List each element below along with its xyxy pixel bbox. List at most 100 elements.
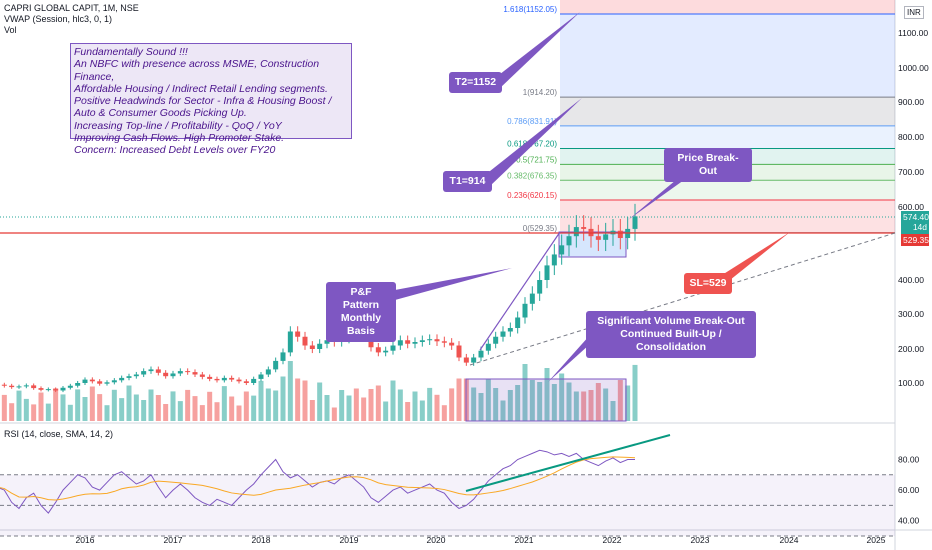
volume-bar (185, 389, 191, 421)
volume-bar (515, 385, 521, 421)
fib-zone (560, 14, 895, 98)
volume-bar (31, 404, 37, 421)
fib-level-label: 0(529.35) (523, 224, 558, 233)
candle-body (89, 379, 95, 382)
volume-bar (544, 368, 550, 421)
candle-body (375, 347, 381, 353)
candle-body (434, 339, 440, 342)
volume-bar (317, 382, 323, 421)
price-axis-label: 100.00 (898, 378, 924, 388)
candle-body (258, 374, 264, 379)
volume-bar (551, 384, 557, 421)
volume-bar (610, 401, 616, 421)
volume-bar (192, 396, 198, 421)
candle-body (185, 371, 191, 373)
candle-body (236, 379, 242, 382)
note-line: Fundamentally Sound !!! (74, 46, 188, 58)
time-axis-label: 2022 (603, 535, 622, 545)
note-line: Positive Headwinds for Sector - Infra & … (74, 95, 332, 108)
volume-bar (353, 388, 359, 421)
pf-callout-line: Monthly Basis (340, 312, 382, 337)
candle-body (595, 236, 601, 240)
volume-bar (500, 400, 506, 421)
volume-bar (449, 388, 455, 421)
fundamentals-note: Fundamentally Sound !!! An NBFC with pre… (70, 43, 352, 156)
volume-callout: Significant Volume Break-Out Continued B… (586, 311, 756, 358)
candle-body (177, 371, 183, 374)
candle-body (390, 345, 396, 351)
candle-body (632, 216, 638, 229)
pf-trendline (479, 231, 561, 351)
volume-bar (405, 402, 411, 421)
candle-body (456, 345, 462, 358)
candle-body (199, 374, 205, 377)
candle-body (441, 341, 447, 343)
volume-bar (383, 401, 389, 421)
fib-zone (560, 199, 895, 233)
candle-body (449, 342, 455, 346)
candle-body (82, 379, 88, 383)
volume-bar (89, 386, 95, 421)
candle-body (229, 377, 235, 380)
candle-body (559, 245, 565, 255)
volume-bar (573, 391, 579, 421)
candle-body (126, 376, 132, 378)
pf-pattern-callout: P&F Pattern Monthly Basis (326, 282, 396, 342)
volume-bar (302, 380, 308, 421)
volume-bar (133, 394, 139, 421)
symbol-title: CAPRI GLOBAL CAPIT, 1M, NSE (4, 3, 139, 13)
volume-bar (75, 389, 81, 421)
volume-bar (434, 394, 440, 421)
volume-bar (529, 380, 535, 421)
candle-body (111, 380, 117, 383)
volume-bar (177, 401, 183, 421)
candle-body (515, 317, 521, 328)
candle-body (133, 374, 139, 377)
candle-body (273, 360, 279, 370)
volume-bar (163, 404, 169, 421)
volume-bar (441, 405, 447, 421)
candle-body (280, 352, 286, 361)
rsi-indicator-label[interactable]: RSI (14, close, SMA, 14, 2) (4, 429, 114, 439)
volume-bar (1, 394, 7, 421)
candle-body (141, 371, 147, 375)
candle-body (192, 372, 198, 375)
volume-bar (419, 400, 425, 421)
candle-body (581, 227, 587, 229)
note-line: Improving Cash Flows. High Promoter Stak… (74, 132, 285, 145)
time-axis-label: 2020 (427, 535, 446, 545)
volume-bar (331, 407, 337, 421)
candle-body (412, 342, 418, 344)
candle-body (317, 343, 323, 349)
volume-indicator-label[interactable]: Vol (4, 25, 17, 35)
rsi-axis-label: 40.00 (898, 516, 920, 526)
price-axis-label: 1000.00 (898, 63, 929, 73)
vwap-indicator-label[interactable]: VWAP (Session, hlc3, 0, 1) (4, 14, 113, 24)
note-line: Auto & Consumer Goods Picking Up. (74, 107, 247, 120)
volume-bar (471, 387, 477, 421)
volume-bar (493, 388, 499, 421)
price-axis-label: 600.00 (898, 202, 924, 212)
candle-body (53, 389, 59, 391)
volume-bar (258, 380, 264, 421)
volume-bar (368, 389, 374, 421)
volume-bar (170, 391, 176, 421)
volume-bar (67, 404, 73, 421)
note-line: An NBFC with presence across MSME, Const… (74, 58, 320, 83)
currency-badge: INR (904, 6, 924, 19)
price-axis-label: 300.00 (898, 309, 924, 319)
time-axis-label: 2023 (691, 535, 710, 545)
fib-level-label: 0.382(676.35) (507, 171, 557, 180)
volume-bar (60, 394, 66, 421)
rsi-trendline (465, 434, 671, 492)
volume-bar (53, 388, 59, 421)
rsi-axis-label: 80.00 (898, 455, 920, 465)
candle-body (427, 339, 433, 341)
rsi-line (0, 449, 635, 514)
candle-body (97, 381, 103, 384)
candle-body (302, 336, 308, 346)
candle-body (251, 378, 257, 383)
volume-bar (397, 389, 403, 421)
volume-bar (603, 388, 609, 421)
candle-body (38, 388, 44, 390)
